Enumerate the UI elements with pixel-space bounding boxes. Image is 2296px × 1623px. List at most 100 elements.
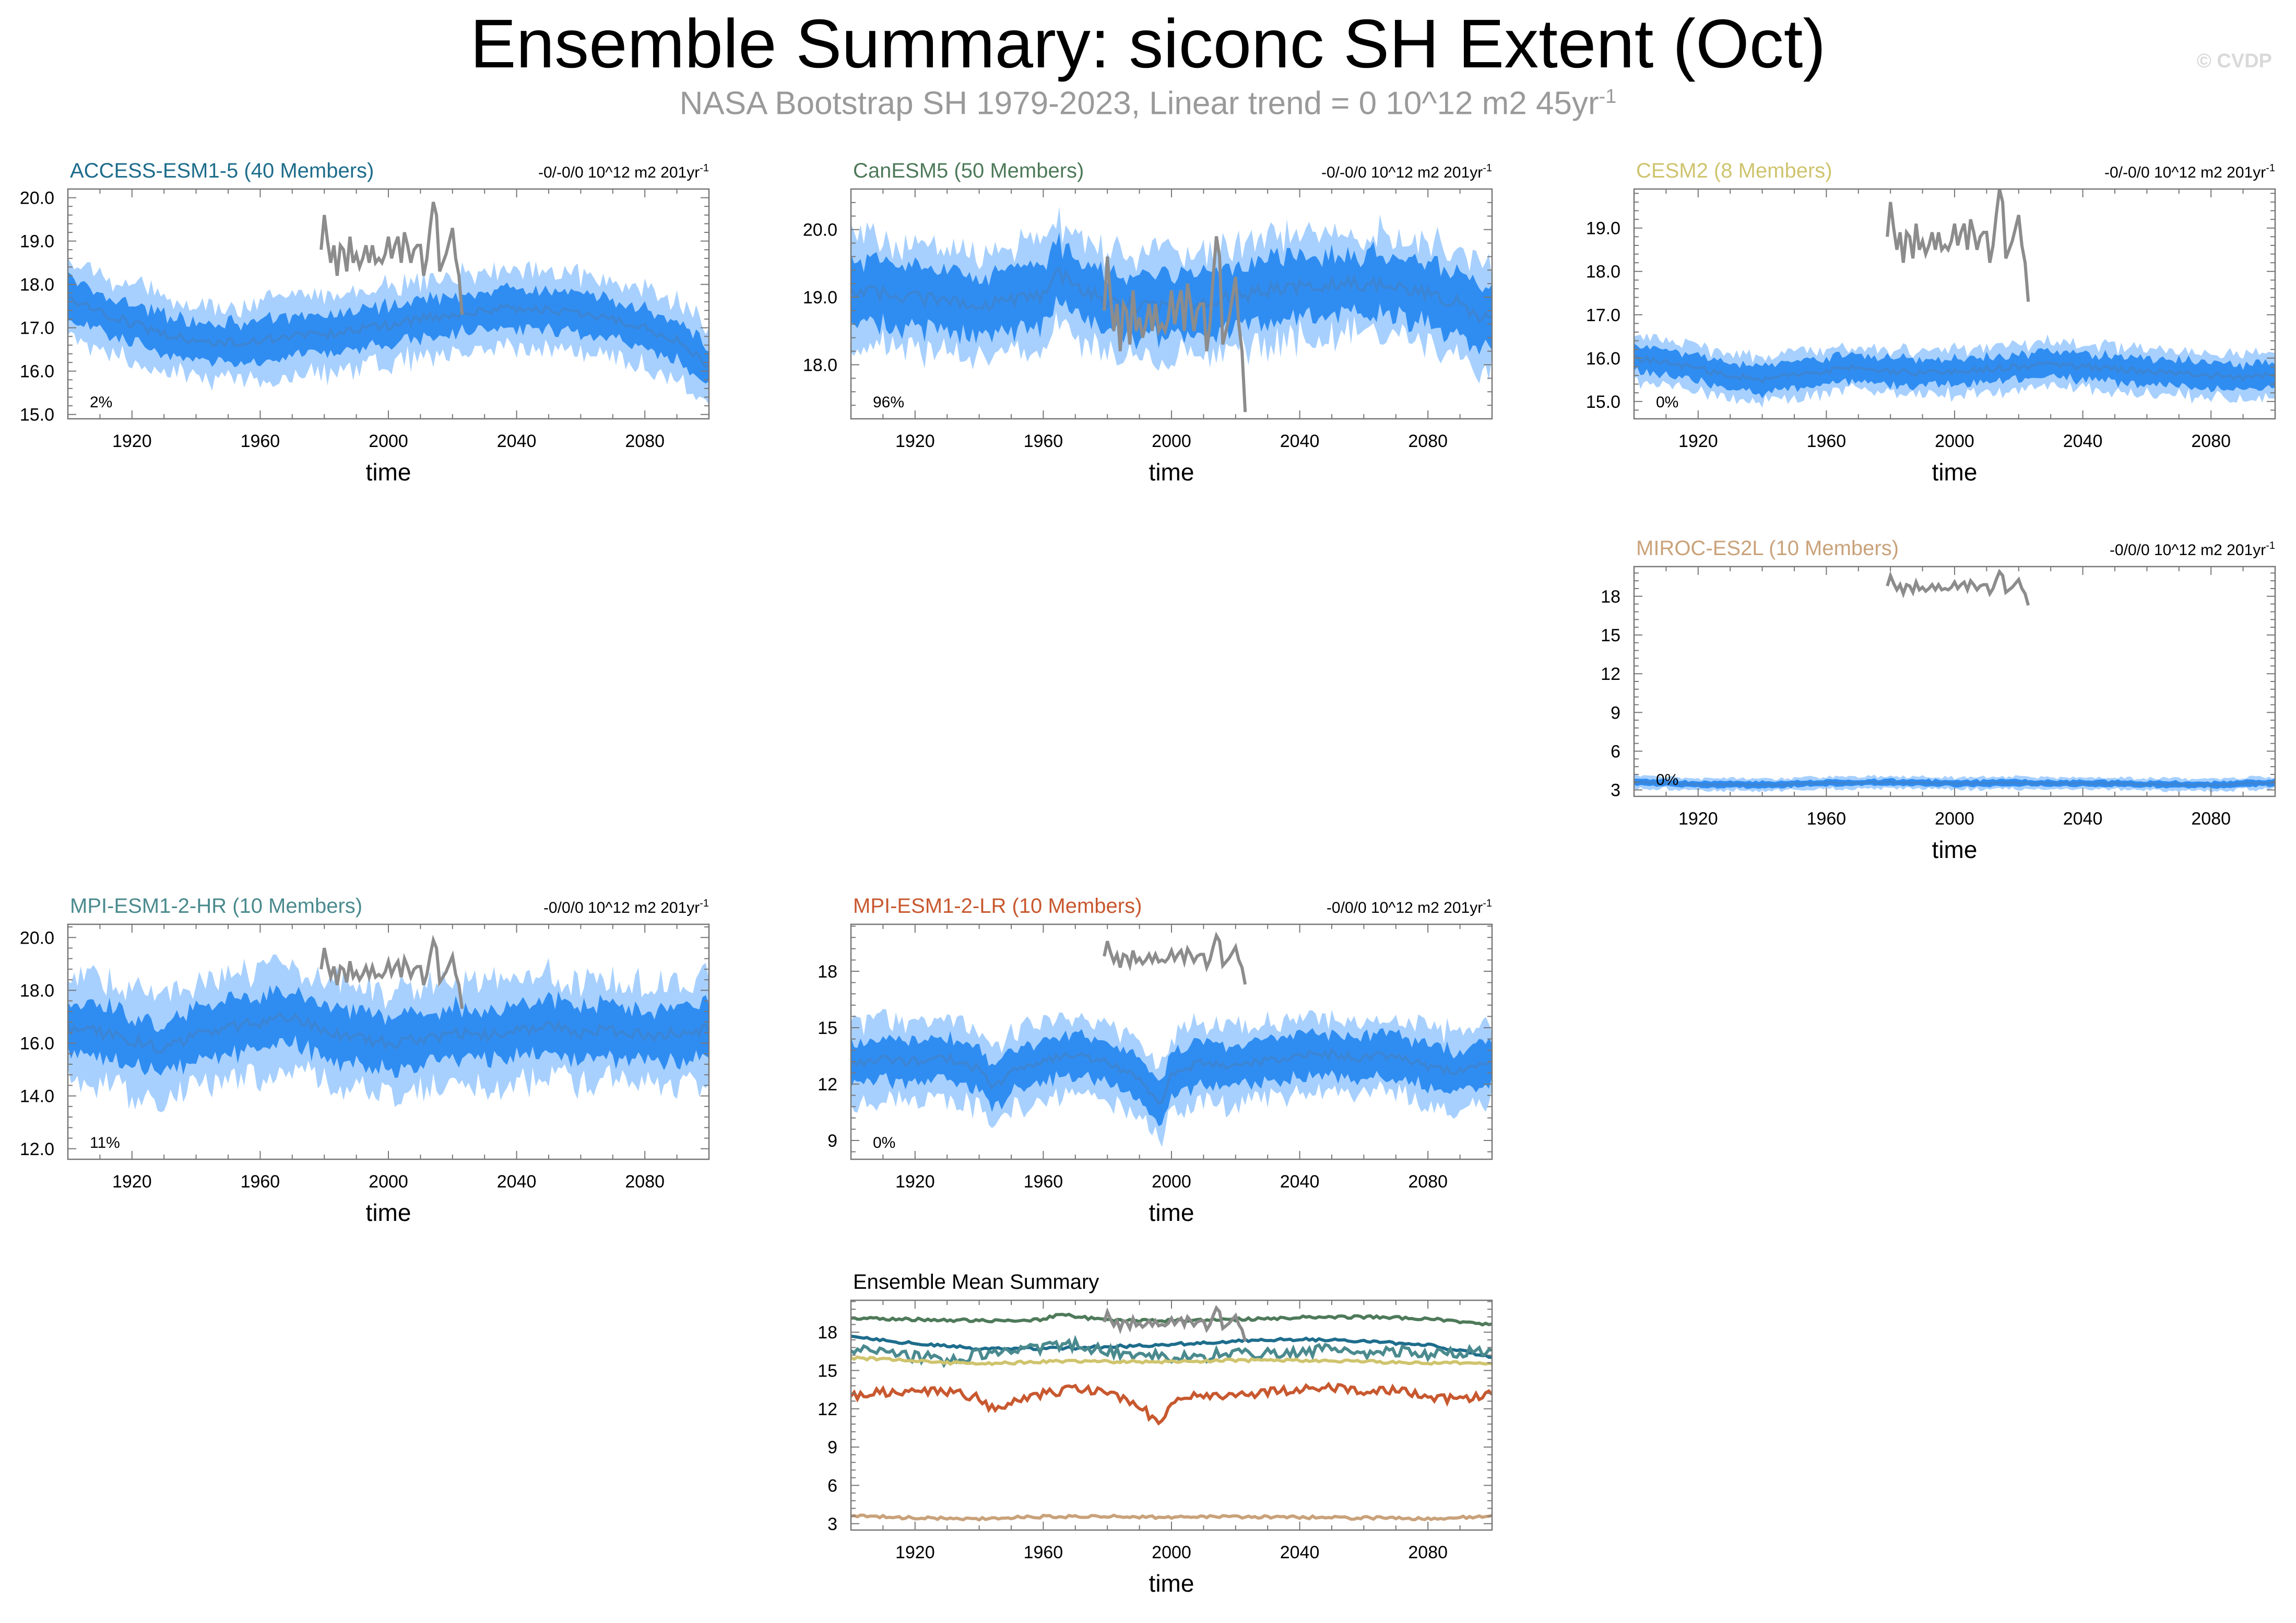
y-tick-label: 14.0 bbox=[20, 1087, 54, 1107]
x-axis-label: time bbox=[1149, 1570, 1194, 1597]
y-tick-label: 18.0 bbox=[20, 981, 54, 1001]
chart-panel-1: 2% -0/-0/0 10^12 m2 201yr-1 1920 1960 2000 20… bbox=[20, 159, 710, 486]
y-tick-label: 15 bbox=[818, 1361, 837, 1381]
y-tick-label: 12.0 bbox=[20, 1139, 54, 1159]
ensemble-mean-series-line bbox=[851, 1513, 1492, 1522]
chart-panel-2: 96% -0/-0/0 10^12 m2 201yr-1 1920 1960 2000 2… bbox=[803, 159, 1493, 486]
percent-label: 96% bbox=[873, 394, 904, 411]
x-tick-label: 1960 bbox=[1024, 1543, 1063, 1562]
x-tick-label: 2080 bbox=[1408, 431, 1448, 451]
x-tick-label: 2040 bbox=[1280, 431, 1320, 451]
figure-subtitle: NASA Bootstrap SH 1979-2023, Linear tren… bbox=[0, 87, 2296, 120]
y-tick-label: 16.0 bbox=[20, 362, 54, 382]
y-tick-label: 19.0 bbox=[803, 288, 837, 308]
ensemble-iqr-band bbox=[68, 985, 709, 1078]
y-tick-label: 18 bbox=[818, 1323, 837, 1343]
x-axis-label: time bbox=[1149, 458, 1194, 486]
chart-panel-7: 1920 1960 2000 2040 2080 3 6 9 12 15 18 Ensemble Me… bbox=[818, 1271, 1493, 1597]
ensemble-mean-series-line bbox=[851, 1334, 1492, 1359]
chart-panel-4: 0% -0/0/0 10^12 m2 201yr-1 1920 1960 2000 204… bbox=[1601, 537, 2276, 863]
x-tick-label: 2000 bbox=[1935, 431, 1974, 451]
figure-title: Ensemble Summary: siconc SH Extent (Oct) bbox=[470, 5, 1826, 82]
y-tick-label: 19.0 bbox=[20, 232, 54, 252]
y-tick-label: 3 bbox=[1611, 781, 1620, 801]
y-tick-label: 12 bbox=[818, 1399, 837, 1419]
ensemble-mean-line bbox=[1634, 780, 2275, 787]
plot-area bbox=[1634, 569, 2275, 793]
x-tick-label: 1960 bbox=[1807, 809, 1847, 829]
y-tick-label: 3 bbox=[827, 1514, 837, 1534]
y-tick-label: 9 bbox=[1611, 703, 1620, 723]
x-tick-label: 1960 bbox=[241, 431, 280, 451]
x-tick-label: 2040 bbox=[497, 1172, 537, 1192]
x-tick-label: 2040 bbox=[1280, 1543, 1320, 1562]
x-tick-label: 1920 bbox=[895, 431, 935, 451]
ensemble-mean-line bbox=[1634, 354, 2275, 384]
ensemble-mean-line bbox=[68, 295, 709, 369]
panel-title: CanESM5 (50 Members) bbox=[853, 159, 1084, 182]
ensemble-mean-series-line bbox=[1103, 1305, 1247, 1342]
x-tick-label: 1920 bbox=[1678, 809, 1718, 829]
cvdp-watermark: © CVDP bbox=[2196, 50, 2272, 72]
y-tick-label: 18.0 bbox=[1586, 262, 1620, 282]
x-axis-label: time bbox=[1149, 1199, 1194, 1226]
x-tick-label: 2000 bbox=[1152, 431, 1191, 451]
panel-title: MPI-ESM1-2-LR (10 Members) bbox=[853, 895, 1142, 918]
panel-title: Ensemble Mean Summary bbox=[853, 1271, 1099, 1293]
percent-label: 11% bbox=[90, 1134, 120, 1151]
y-tick-label: 20.0 bbox=[20, 928, 54, 948]
y-tick-label: 16.0 bbox=[20, 1034, 54, 1054]
y-tick-label: 17.0 bbox=[1586, 305, 1620, 325]
x-tick-label: 2080 bbox=[625, 431, 665, 451]
percent-label: 0% bbox=[1656, 771, 1678, 789]
x-tick-label: 2000 bbox=[1935, 809, 1974, 829]
trend-label: -0/0/0 10^12 m2 201yr-1 bbox=[2110, 540, 2275, 559]
x-tick-label: 2040 bbox=[2063, 809, 2103, 829]
percent-label: 0% bbox=[1656, 394, 1678, 411]
chart-panel-6: 0% -0/0/0 10^12 m2 201yr-1 1920 1960 2000 204… bbox=[818, 895, 1493, 1226]
subtitle-text: NASA Bootstrap SH 1979-2023, Linear tren… bbox=[679, 85, 1599, 122]
x-tick-label: 1960 bbox=[241, 1172, 280, 1192]
x-tick-label: 2080 bbox=[2191, 431, 2231, 451]
x-tick-label: 1920 bbox=[112, 1172, 152, 1192]
x-tick-label: 2080 bbox=[1408, 1172, 1448, 1192]
y-tick-label: 18.0 bbox=[20, 275, 54, 295]
observations-line bbox=[1103, 236, 1247, 413]
chart-panel-3: 0% -0/-0/0 10^12 m2 201yr-1 1920 1960 2000 20… bbox=[1586, 159, 2276, 486]
observations-line bbox=[1886, 189, 2030, 302]
y-tick-label: 18.0 bbox=[803, 355, 837, 375]
x-tick-label: 2080 bbox=[2191, 809, 2231, 829]
x-tick-label: 1920 bbox=[1678, 431, 1718, 451]
observations-line bbox=[1103, 931, 1247, 985]
observations-line bbox=[319, 202, 464, 315]
observations-line bbox=[1886, 569, 2030, 606]
trend-label: -0/0/0 10^12 m2 201yr-1 bbox=[543, 898, 709, 916]
y-tick-label: 6 bbox=[827, 1476, 837, 1496]
y-tick-label: 15 bbox=[1601, 626, 1620, 645]
percent-label: 0% bbox=[873, 1134, 895, 1151]
x-axis-label: time bbox=[1932, 836, 1978, 863]
y-tick-label: 15.0 bbox=[20, 405, 54, 425]
y-tick-label: 9 bbox=[827, 1438, 837, 1457]
trend-label: -0/-0/0 10^12 m2 201yr-1 bbox=[538, 162, 709, 181]
ensemble-mean-line bbox=[851, 1047, 1492, 1105]
chart-panel-5: 11% -0/0/0 10^12 m2 201yr-1 1920 1960 2000 20… bbox=[20, 895, 710, 1226]
y-tick-label: 18 bbox=[818, 962, 837, 982]
panel-title: ACCESS-ESM1-5 (40 Members) bbox=[70, 159, 374, 182]
ensemble-mean-series-line bbox=[851, 1355, 1492, 1367]
y-tick-label: 12 bbox=[818, 1075, 837, 1095]
ensemble-mean-series-line bbox=[851, 1381, 1492, 1426]
x-tick-label: 2000 bbox=[1152, 1543, 1191, 1562]
y-tick-label: 17.0 bbox=[20, 319, 54, 338]
x-tick-label: 2080 bbox=[625, 1172, 665, 1192]
plot-area bbox=[851, 206, 1492, 413]
x-tick-label: 2040 bbox=[497, 431, 537, 451]
y-tick-label: 12 bbox=[1601, 664, 1620, 684]
plot-area bbox=[1634, 189, 2275, 408]
panel-title: MPI-ESM1-2-HR (10 Members) bbox=[70, 895, 362, 918]
plot-area bbox=[851, 931, 1492, 1147]
x-tick-label: 2000 bbox=[369, 1172, 408, 1192]
plot-frame bbox=[850, 1299, 1493, 1531]
x-tick-label: 2000 bbox=[1152, 1172, 1191, 1192]
